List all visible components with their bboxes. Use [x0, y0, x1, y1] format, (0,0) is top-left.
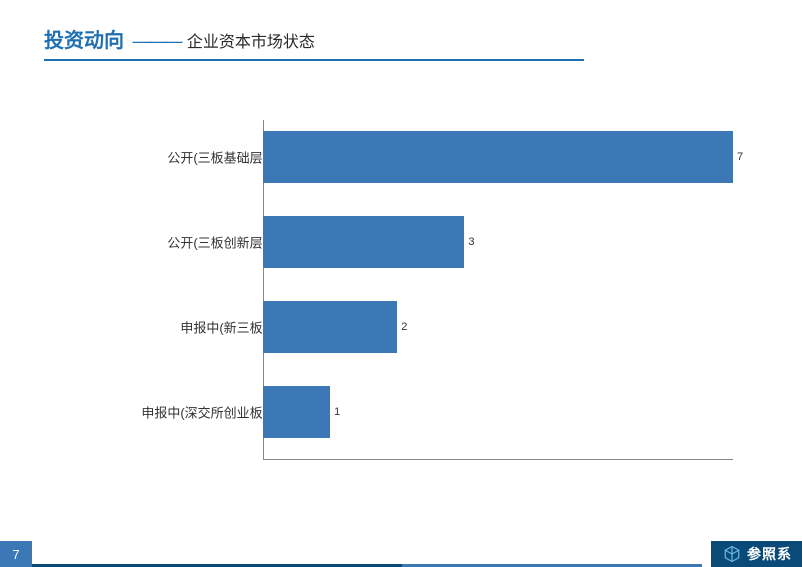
- bar-value: 2: [401, 321, 407, 333]
- brand-badge: 参照系: [711, 541, 802, 567]
- bar-label: 公开(三板基础层): [167, 148, 267, 167]
- cube-icon: [723, 545, 741, 563]
- slide-header: 投资动向 ——— 企业资本市场状态: [0, 0, 802, 61]
- bar-rect: [263, 301, 397, 353]
- title-dash: ———: [132, 31, 180, 52]
- bar-rect: [263, 131, 733, 183]
- bar-label: 公开(三板创新层): [167, 233, 267, 252]
- bar-row: 申报中(新三板) 2: [125, 300, 745, 354]
- brand-text: 参照系: [747, 544, 792, 564]
- page-number: 7: [0, 541, 32, 567]
- title-sub: 企业资本市场状态: [187, 28, 315, 52]
- bar-value: 3: [468, 236, 474, 248]
- bar-label: 申报中(新三板): [180, 318, 267, 337]
- bar-chart: 公开(三板基础层) 7 公开(三板创新层) 3 申报中(新三板) 2 申报中(深交所创业板)…: [125, 110, 745, 470]
- page-number-text: 7: [12, 547, 19, 562]
- title-main: 投资动向: [44, 24, 124, 53]
- bar-row: 申报中(深交所创业板) 1: [125, 385, 745, 439]
- bar-value: 1: [334, 406, 340, 418]
- slide-footer: 7 参照系: [0, 541, 802, 567]
- bar-value: 7: [737, 151, 743, 163]
- bar-row: 公开(三板创新层) 3: [125, 215, 745, 269]
- bar-rect: [263, 386, 330, 438]
- title-underline: [44, 59, 584, 61]
- bar-row: 公开(三板基础层) 7: [125, 130, 745, 184]
- bar-rect: [263, 216, 464, 268]
- bar-label: 申报中(深交所创业板): [141, 403, 267, 422]
